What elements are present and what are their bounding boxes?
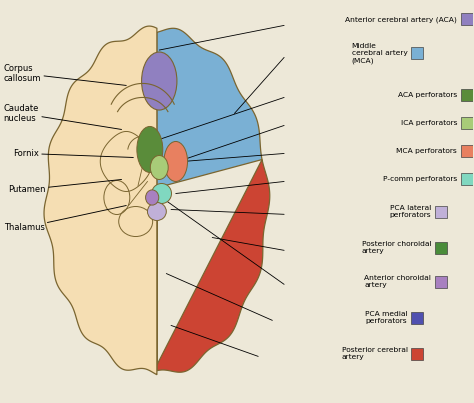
Text: PCA medial
perforators: PCA medial perforators bbox=[365, 311, 408, 324]
Text: Fornix: Fornix bbox=[13, 149, 133, 158]
FancyBboxPatch shape bbox=[461, 13, 473, 25]
FancyBboxPatch shape bbox=[435, 276, 447, 288]
FancyBboxPatch shape bbox=[461, 117, 473, 129]
Text: P-comm perforators: P-comm perforators bbox=[383, 177, 457, 183]
Text: Anterior choroidal
artery: Anterior choroidal artery bbox=[364, 275, 431, 288]
Text: Middle
cerebral artery
(MCA): Middle cerebral artery (MCA) bbox=[352, 43, 408, 64]
Ellipse shape bbox=[152, 183, 172, 204]
Text: ICA perforators: ICA perforators bbox=[401, 120, 457, 127]
Text: Caudate
nucleus: Caudate nucleus bbox=[4, 104, 121, 129]
Polygon shape bbox=[44, 26, 157, 375]
FancyBboxPatch shape bbox=[435, 241, 447, 253]
Text: MCA perforators: MCA perforators bbox=[396, 148, 457, 154]
Polygon shape bbox=[157, 28, 262, 188]
FancyBboxPatch shape bbox=[461, 89, 473, 102]
Text: Posterior choroidal
artery: Posterior choroidal artery bbox=[362, 241, 431, 254]
Text: PCA lateral
perforators: PCA lateral perforators bbox=[390, 205, 431, 218]
FancyBboxPatch shape bbox=[461, 145, 473, 158]
FancyBboxPatch shape bbox=[411, 312, 423, 324]
FancyBboxPatch shape bbox=[411, 48, 423, 59]
Ellipse shape bbox=[147, 202, 166, 220]
Text: Posterior cerebral
artery: Posterior cerebral artery bbox=[342, 347, 408, 360]
FancyBboxPatch shape bbox=[411, 347, 423, 359]
FancyBboxPatch shape bbox=[435, 206, 447, 218]
Text: ACA perforators: ACA perforators bbox=[398, 92, 457, 98]
Ellipse shape bbox=[150, 156, 168, 179]
Ellipse shape bbox=[164, 141, 188, 181]
Polygon shape bbox=[157, 160, 270, 372]
Ellipse shape bbox=[146, 190, 159, 205]
Text: Corpus
callosum: Corpus callosum bbox=[4, 64, 126, 85]
Text: Thalamus: Thalamus bbox=[4, 206, 126, 232]
Text: Anterior cerebral artery (ACA): Anterior cerebral artery (ACA) bbox=[345, 16, 457, 23]
FancyBboxPatch shape bbox=[461, 173, 473, 185]
Ellipse shape bbox=[142, 52, 177, 110]
Text: Putamen: Putamen bbox=[9, 179, 121, 194]
Ellipse shape bbox=[137, 127, 163, 172]
